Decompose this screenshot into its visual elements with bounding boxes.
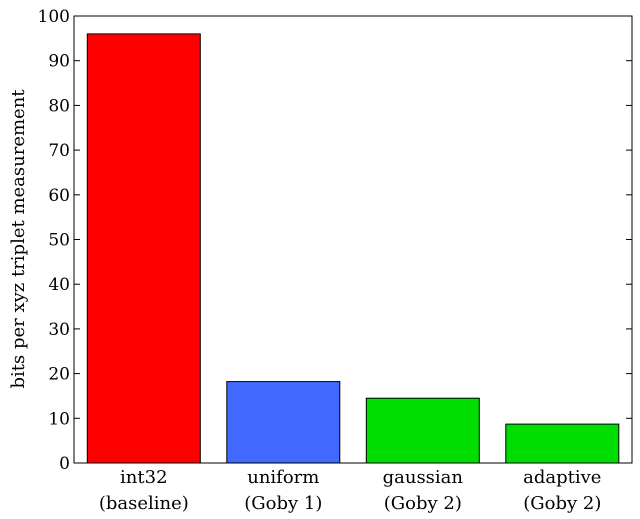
y-tick-label: 50 <box>48 231 70 251</box>
y-tick-label: 40 <box>48 275 70 295</box>
bar-gaussian <box>365 397 480 464</box>
bar-int32 <box>86 33 201 464</box>
y-axis-ticks: 0 10 20 30 40 50 60 70 80 90 100 <box>38 7 632 474</box>
x-category-sublabel: (Goby 2) <box>384 493 462 514</box>
y-tick-label: 10 <box>48 409 70 429</box>
y-tick-label: 90 <box>48 52 70 72</box>
x-category-label: int32 <box>120 467 168 488</box>
bar-adaptive <box>505 423 620 464</box>
y-tick-label: 0 <box>59 454 70 474</box>
y-tick-label: 30 <box>48 320 70 340</box>
y-tick-label: 70 <box>48 141 70 161</box>
y-tick-label: 20 <box>48 365 70 385</box>
bars-group <box>86 33 620 464</box>
x-category-sublabel: (Goby 1) <box>244 493 322 514</box>
y-tick-label: 60 <box>48 186 70 206</box>
x-category-sublabel: (baseline) <box>99 493 189 514</box>
x-category-label: adaptive <box>523 467 601 488</box>
x-category-label: uniform <box>247 467 319 488</box>
x-axis-labels: int32 (baseline) uniform (Goby 1) gaussian (G… <box>99 467 602 514</box>
x-category-label: gaussian <box>383 467 464 488</box>
bar-uniform <box>226 381 341 464</box>
y-axis-title: bits per xyz triplet measurement <box>8 89 29 389</box>
y-tick-label: 100 <box>38 7 70 27</box>
y-tick-label: 80 <box>48 96 70 116</box>
x-category-sublabel: (Goby 2) <box>523 493 601 514</box>
